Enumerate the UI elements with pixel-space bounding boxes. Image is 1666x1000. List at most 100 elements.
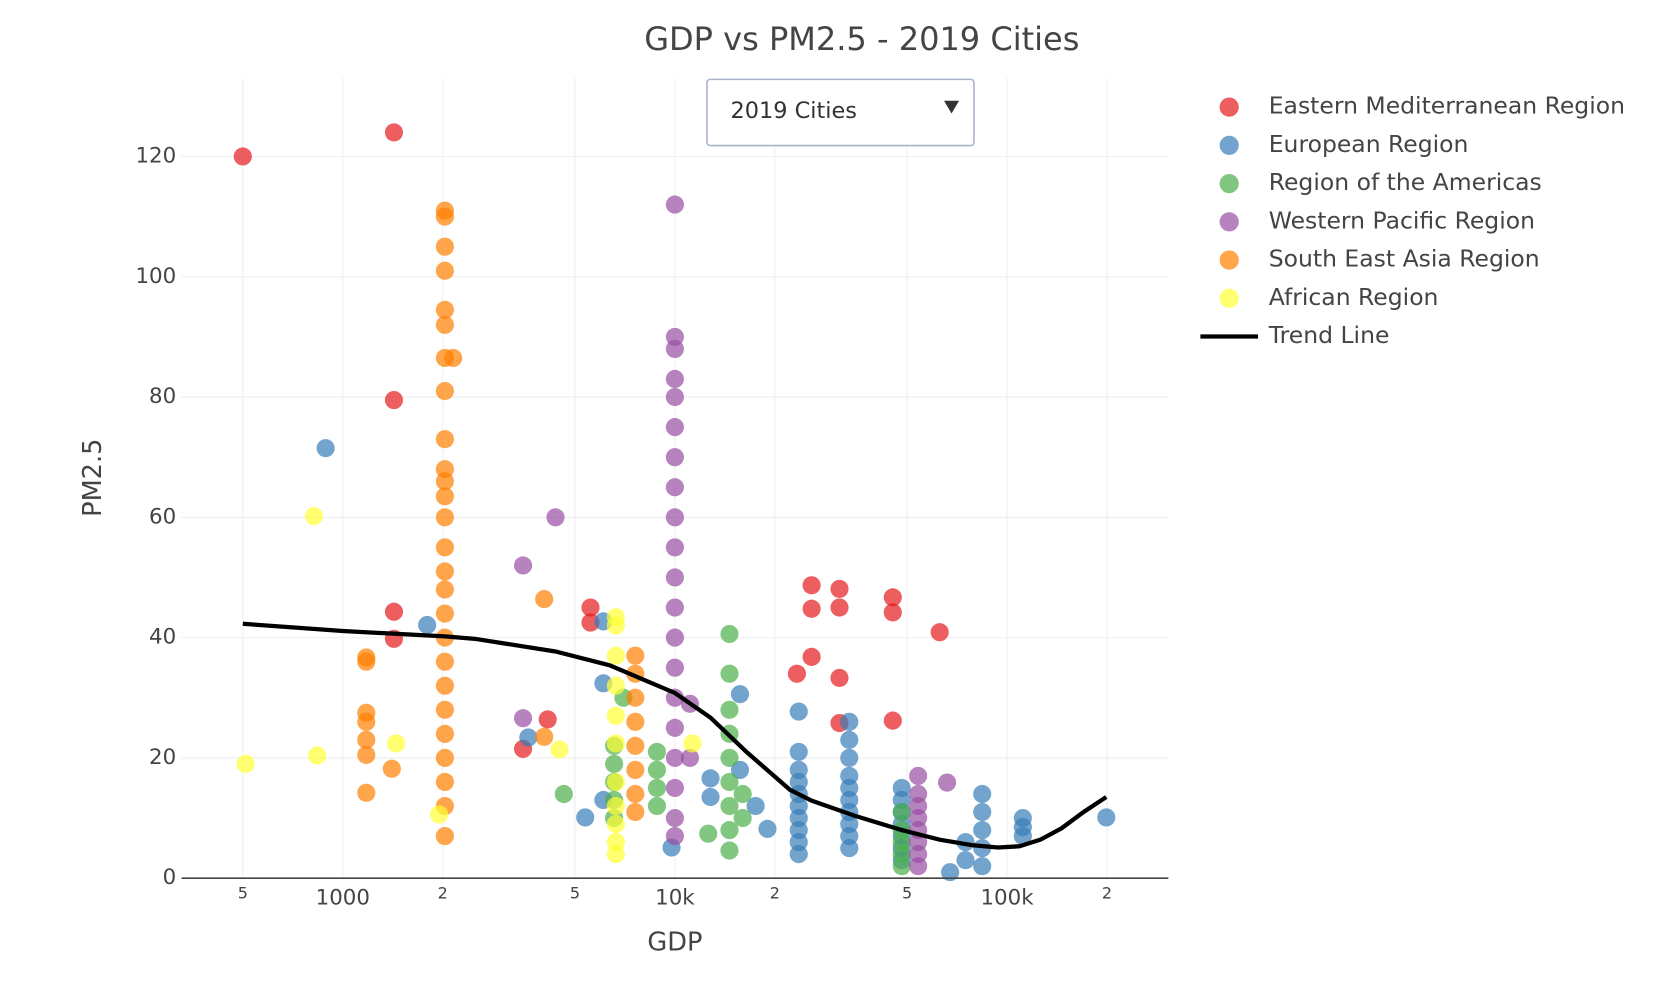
data-point [733,784,752,804]
data-point [802,599,821,618]
data-point [840,748,859,767]
data-point [840,730,859,749]
data-point [626,760,645,780]
x-axis-label: GDP [647,927,702,957]
data-point [605,754,624,773]
x-tick-label: 10k [655,885,695,910]
x-tick-label: 2 [438,884,448,903]
data-point [430,805,449,824]
data-point [746,796,765,816]
data-point [384,602,404,621]
data-point [730,760,750,780]
data-point [647,796,667,816]
data-point [665,598,684,617]
data-point [606,706,625,725]
data-point [626,784,645,804]
data-point [316,439,335,458]
data-point [699,824,718,843]
data-point [758,819,777,838]
data-point [435,460,454,479]
data-point [357,730,376,749]
data-point [720,772,739,792]
data-point [513,709,533,728]
x-tick-label: 1000 [316,885,370,910]
data-point [435,430,454,449]
data-point [840,766,859,786]
plot-area [233,123,1116,882]
data-point [384,123,404,142]
data-point [665,628,684,647]
legend-label: Trend Line [1268,321,1390,349]
dropdown[interactable]: 2019 Cities [706,78,975,147]
legend-marker [1219,135,1239,155]
y-tick-label: 80 [149,384,176,409]
data-point [606,646,625,665]
data-point [304,507,324,526]
dropdown-arrow[interactable] [944,100,960,114]
data-point [973,857,992,876]
data-point [665,448,684,467]
data-point [909,766,928,786]
data-point [418,615,437,635]
data-point [581,598,600,617]
y-tick-label: 120 [135,143,176,168]
data-point [626,736,645,755]
data-point [357,648,376,667]
data-point [973,802,992,822]
data-point [606,734,625,753]
data-point [665,827,684,846]
data-point [840,712,859,731]
data-point [665,748,684,767]
chart-title: GDP vs PM2.5 - 2019 Cities [644,20,1079,58]
x-tick-label: 5 [902,884,912,903]
data-point [435,508,454,527]
data-point [701,769,720,788]
data-point [647,760,667,780]
data-point [435,652,454,671]
data-point [626,802,645,822]
y-tick-label: 0 [163,865,177,890]
data-point [606,833,625,852]
data-point [665,195,684,214]
data-point [626,688,645,707]
data-point [883,603,902,622]
y-tick-label: 100 [135,264,176,289]
legend-marker [1219,288,1239,308]
data-point [683,734,702,753]
data-point [1097,808,1116,827]
data-point [308,746,327,765]
data-point [787,664,806,683]
data-point [538,710,557,729]
data-point [665,508,684,527]
data-point [720,700,739,719]
data-point [435,604,454,623]
data-point [720,841,739,860]
data-point [626,646,645,665]
data-point [941,863,960,882]
data-point [720,624,739,644]
x-tick-label: 100k [980,885,1034,910]
data-point [435,580,454,599]
data-point [435,381,454,401]
legend-label: African Region [1269,283,1439,311]
data-point [830,579,849,598]
data-point [720,820,739,840]
data-point [647,778,667,798]
data-point [435,676,454,695]
dropdown-label[interactable]: 2019 Cities [730,98,856,124]
legend-marker [1219,97,1239,117]
legend-marker [1219,173,1239,194]
data-point [576,808,595,827]
data-point [435,748,454,767]
data-point [435,315,454,334]
legend-label: European Region [1269,130,1469,158]
data-point [357,745,376,764]
data-point [435,261,454,280]
dropdown-box[interactable] [706,78,975,147]
data-point [535,727,554,746]
data-point [435,538,454,557]
data-point [883,711,902,730]
data-point [830,668,849,687]
data-point [546,508,565,527]
data-point [909,784,928,804]
